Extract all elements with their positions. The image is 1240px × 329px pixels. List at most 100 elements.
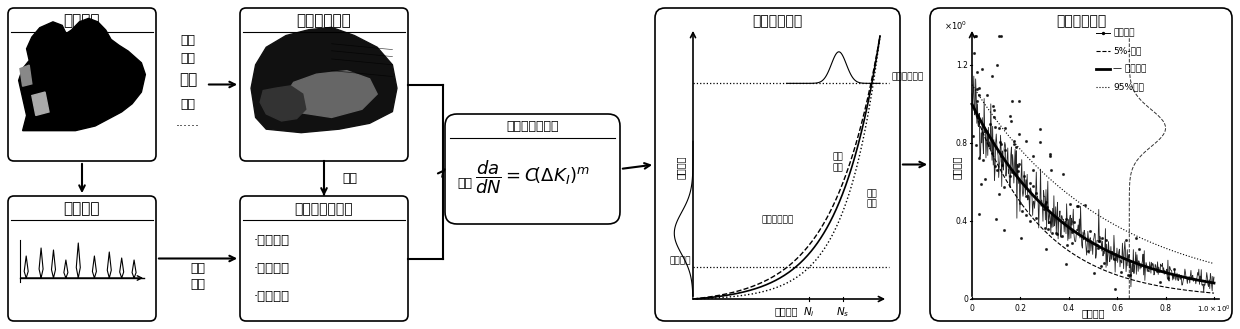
Point <box>992 163 1012 168</box>
Point <box>1055 216 1075 222</box>
Point <box>970 92 990 97</box>
Text: 裂纹临界尺寸: 裂纹临界尺寸 <box>892 72 924 81</box>
Text: 0.8: 0.8 <box>956 139 968 148</box>
Point <box>1086 242 1106 247</box>
Point <box>1061 228 1081 233</box>
Text: 温度: 温度 <box>181 52 196 64</box>
FancyBboxPatch shape <box>7 8 156 161</box>
Point <box>1038 227 1058 232</box>
Point <box>985 124 1004 130</box>
Point <box>1111 270 1131 275</box>
Point <box>1035 199 1055 204</box>
Point <box>1089 239 1109 244</box>
Polygon shape <box>250 27 397 133</box>
Point <box>967 86 987 91</box>
Point <box>1053 172 1073 177</box>
Text: $N_i$: $N_i$ <box>804 305 815 319</box>
Point <box>1011 236 1030 241</box>
Point <box>1008 161 1028 166</box>
Point <box>1094 30 1114 36</box>
Text: 预测
置界: 预测 置界 <box>832 153 843 172</box>
Point <box>990 33 1009 38</box>
Point <box>1068 203 1087 209</box>
Point <box>986 216 1006 222</box>
Text: 检测阈值: 检测阈值 <box>670 256 691 266</box>
Text: 5%-寿命: 5%-寿命 <box>1114 46 1142 56</box>
Text: 1.2: 1.2 <box>956 61 968 70</box>
Point <box>982 73 1002 79</box>
Point <box>977 92 997 97</box>
Point <box>1012 208 1032 214</box>
Point <box>1008 169 1028 174</box>
Point <box>965 33 985 38</box>
Text: 浡轮盘状态信息: 浡轮盘状态信息 <box>295 202 353 216</box>
Point <box>1002 169 1022 174</box>
FancyBboxPatch shape <box>241 196 408 321</box>
Point <box>1075 203 1095 208</box>
Point <box>1091 263 1111 268</box>
Point <box>987 62 1007 67</box>
Point <box>1039 219 1059 225</box>
Point <box>1003 99 1023 104</box>
Point <box>973 157 993 162</box>
Point <box>1060 201 1080 207</box>
Text: 95%寿命: 95%寿命 <box>1114 83 1145 91</box>
Point <box>968 156 988 161</box>
Point <box>991 141 1011 147</box>
Text: $\dfrac{da}{dN}=C\!\left(\Delta K_{I}\right)^{m}$: $\dfrac{da}{dN}=C\!\left(\Delta K_{I}\ri… <box>475 158 590 196</box>
FancyBboxPatch shape <box>241 8 408 161</box>
Point <box>1035 201 1055 206</box>
Point <box>1164 266 1184 271</box>
Point <box>1080 228 1100 234</box>
Point <box>1023 168 1043 173</box>
Point <box>1030 139 1050 145</box>
Point <box>1021 218 1040 224</box>
Point <box>1055 262 1075 267</box>
Point <box>1009 132 1029 137</box>
Point <box>1063 229 1083 235</box>
Text: 裂纹扩展预测: 裂纹扩展预测 <box>753 14 802 28</box>
Point <box>1040 153 1060 159</box>
Point <box>1147 268 1167 273</box>
Point <box>968 211 988 216</box>
Point <box>1094 260 1114 266</box>
Point <box>1023 153 1043 159</box>
Text: 循环次数: 循环次数 <box>1081 308 1105 318</box>
Point <box>966 142 986 147</box>
Point <box>1042 230 1061 235</box>
FancyBboxPatch shape <box>7 196 156 321</box>
Point <box>1106 286 1126 291</box>
Point <box>1001 173 1021 178</box>
Text: 信号
处理: 信号 处理 <box>191 263 206 291</box>
Polygon shape <box>260 86 306 121</box>
Point <box>967 70 987 75</box>
Point <box>986 164 1006 169</box>
Point <box>1023 184 1043 189</box>
Point <box>962 133 982 138</box>
Point <box>991 33 1011 38</box>
Point <box>993 227 1013 232</box>
Point <box>1149 279 1169 285</box>
Point <box>1096 238 1116 243</box>
Point <box>996 125 1016 131</box>
Text: 0.6: 0.6 <box>1111 304 1123 313</box>
Point <box>982 151 1002 156</box>
Point <box>1025 190 1045 196</box>
Point <box>1034 206 1054 212</box>
Point <box>1076 237 1096 242</box>
Point <box>1035 225 1055 230</box>
Polygon shape <box>286 71 377 117</box>
Point <box>1008 98 1028 103</box>
Text: 寿命
预测: 寿命 预测 <box>867 190 877 209</box>
Point <box>1087 245 1107 250</box>
Text: 0: 0 <box>970 304 975 313</box>
Point <box>1004 139 1024 144</box>
Point <box>1064 220 1084 225</box>
Point <box>1006 145 1025 150</box>
Text: 物理实体: 物理实体 <box>63 13 100 29</box>
Text: 数字孭生模型: 数字孭生模型 <box>296 13 351 29</box>
Point <box>976 176 996 182</box>
Point <box>983 104 1003 109</box>
Text: — 寿命均值: — 寿命均值 <box>1114 64 1147 73</box>
Polygon shape <box>20 65 32 86</box>
